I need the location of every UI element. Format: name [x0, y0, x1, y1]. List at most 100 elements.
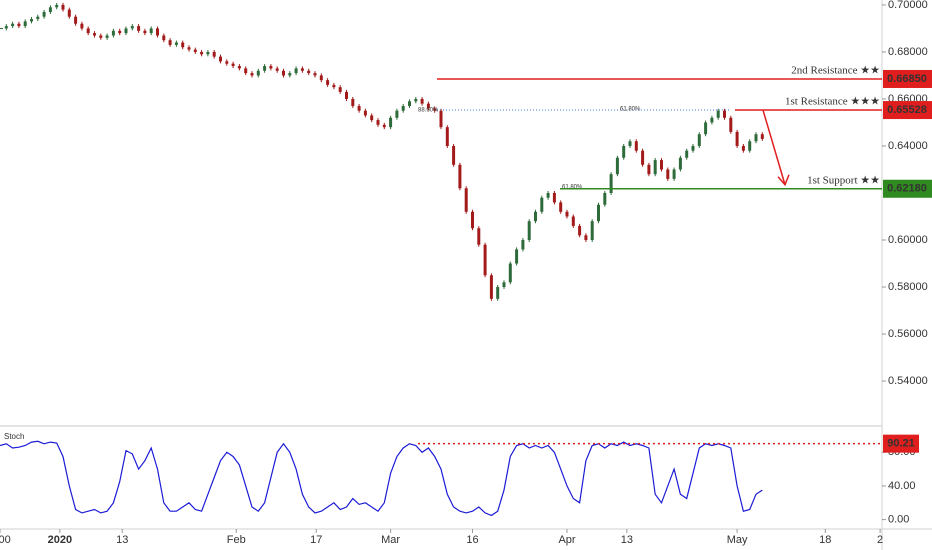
- candle: [61, 4, 65, 10]
- candle: [723, 110, 726, 118]
- level-label: 1st Support ★★: [807, 174, 880, 186]
- candle: [250, 73, 254, 76]
- candle: [370, 115, 374, 121]
- candle: [319, 75, 323, 81]
- candle: [420, 98, 424, 104]
- candle: [754, 134, 758, 142]
- candle: [433, 108, 437, 111]
- candle: [382, 124, 386, 128]
- candle: [263, 66, 267, 71]
- candle: [515, 249, 519, 264]
- candle: [552, 192, 556, 203]
- x-tick-label: Mar: [381, 534, 400, 546]
- candle: [225, 61, 229, 64]
- candle: [609, 174, 613, 193]
- x-tick-label: 2: [877, 534, 883, 546]
- candle: [168, 40, 172, 45]
- candle: [42, 11, 46, 17]
- candle: [590, 221, 594, 241]
- candle: [345, 91, 348, 99]
- candle: [269, 66, 273, 69]
- candle: [363, 110, 367, 116]
- candle: [641, 150, 645, 165]
- x-tick-label: May: [727, 534, 748, 546]
- level-label: 1st Resistance ★★★: [785, 96, 880, 108]
- x-tick-label: 0:00: [0, 534, 11, 546]
- candle: [86, 28, 90, 34]
- fib-label: 61.80%: [562, 184, 583, 190]
- y-tick-label: 0.64000: [888, 140, 928, 152]
- candle: [256, 70, 260, 76]
- candle: [458, 164, 462, 189]
- candle: [174, 42, 178, 45]
- candle: [193, 49, 197, 52]
- candle: [389, 117, 393, 128]
- stoch-level-box: [883, 434, 919, 453]
- stoch-line: [0, 440, 763, 517]
- stoch-y-tick-label: 0.00: [888, 513, 909, 525]
- candle: [30, 19, 33, 22]
- x-tick-label: 13: [621, 534, 633, 546]
- candle: [212, 51, 216, 57]
- stoch-label: Stoch: [4, 432, 24, 441]
- candle: [237, 66, 241, 69]
- y-tick-label: 0.68000: [888, 46, 928, 58]
- y-tick-label: 0.58000: [888, 281, 928, 293]
- candle: [729, 117, 733, 132]
- candle: [502, 282, 506, 288]
- candle: [748, 141, 752, 151]
- candle: [124, 28, 128, 34]
- candle: [300, 68, 304, 71]
- candle: [452, 145, 456, 165]
- candle: [527, 221, 531, 241]
- candle: [181, 42, 185, 48]
- candle: [231, 63, 235, 67]
- candle: [326, 80, 330, 85]
- candle: [716, 110, 720, 118]
- candle: [578, 225, 582, 236]
- candle: [483, 244, 487, 276]
- candle: [162, 35, 166, 41]
- candle: [55, 4, 59, 8]
- candle: [571, 216, 575, 226]
- candle: [697, 134, 701, 146]
- candle: [741, 145, 745, 151]
- price-box-label: 0.65528: [887, 104, 927, 116]
- price-box: [883, 69, 932, 88]
- candle: [647, 164, 651, 175]
- candle: [332, 84, 336, 88]
- candle: [735, 131, 739, 146]
- candle: [130, 26, 134, 29]
- candle: [760, 134, 764, 139]
- candle: [156, 28, 159, 36]
- candle: [282, 70, 285, 76]
- stoch-y-tick-label: 40.00: [888, 480, 916, 492]
- candle: [23, 21, 27, 27]
- candle: [445, 127, 449, 146]
- candle: [11, 23, 15, 27]
- y-tick-label: 0.60000: [888, 234, 928, 246]
- candle: [426, 103, 430, 109]
- candle: [376, 120, 380, 125]
- candle: [546, 192, 550, 198]
- x-tick-label: 17: [310, 534, 322, 546]
- candle: [559, 202, 563, 212]
- candle: [584, 235, 588, 241]
- candle: [521, 240, 525, 250]
- candle: [80, 23, 84, 29]
- y-tick-label: 0.54000: [888, 375, 928, 387]
- candle: [99, 35, 103, 38]
- candle: [710, 117, 714, 123]
- candle: [565, 211, 569, 217]
- candle: [288, 73, 292, 76]
- candle: [111, 30, 115, 36]
- candle: [615, 157, 619, 175]
- candle: [17, 23, 21, 27]
- x-tick-label: 16: [466, 534, 478, 546]
- candle: [471, 211, 474, 229]
- fib-label: 61.80%: [620, 107, 641, 113]
- candle: [622, 145, 626, 158]
- candle: [338, 87, 342, 92]
